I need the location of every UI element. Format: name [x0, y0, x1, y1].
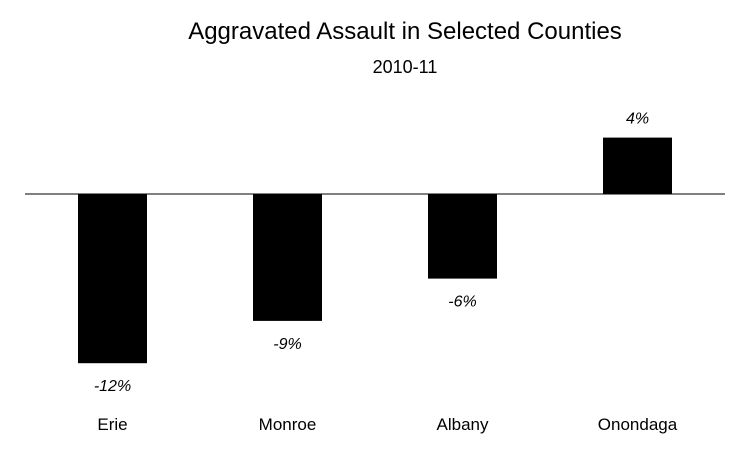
- data-label-monroe: -9%: [273, 336, 301, 353]
- bar-albany: [428, 194, 497, 279]
- category-label-albany: Albany: [437, 415, 489, 434]
- category-label-monroe: Monroe: [259, 415, 317, 434]
- bar-erie: [78, 194, 147, 364]
- bar-onondaga: [603, 137, 672, 194]
- data-label-erie: -12%: [94, 378, 131, 395]
- chart-title: Aggravated Assault in Selected Counties: [188, 18, 622, 45]
- category-label-erie: Erie: [97, 415, 127, 434]
- category-label-onondaga: Onondaga: [598, 415, 678, 434]
- chart-subtitle: 2010-11: [372, 57, 438, 77]
- data-label-onondaga: 4%: [626, 111, 649, 128]
- data-label-albany: -6%: [448, 294, 476, 311]
- bar-monroe: [253, 194, 322, 321]
